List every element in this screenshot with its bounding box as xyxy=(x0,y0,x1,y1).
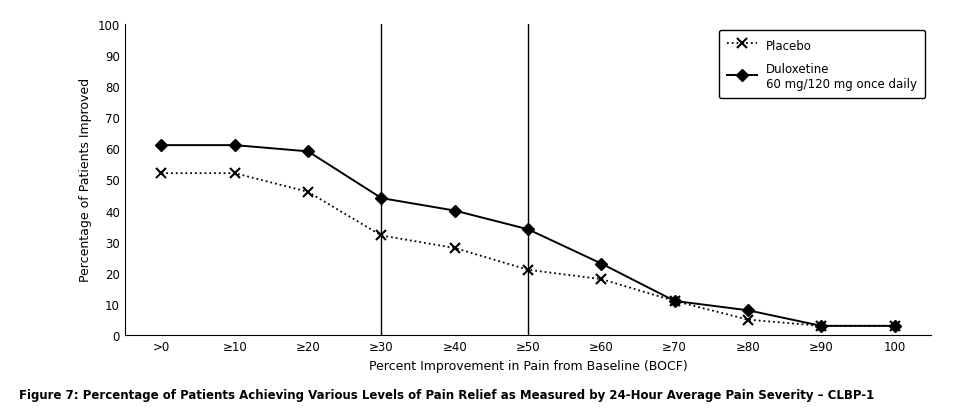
X-axis label: Percent Improvement in Pain from Baseline (BOCF): Percent Improvement in Pain from Baselin… xyxy=(369,359,687,372)
Y-axis label: Percentage of Patients Improved: Percentage of Patients Improved xyxy=(79,78,92,282)
Text: Figure 7: Percentage of Patients Achieving Various Levels of Pain Relief as Meas: Figure 7: Percentage of Patients Achievi… xyxy=(19,388,875,401)
Legend: Placebo, Duloxetine
60 mg/120 mg once daily: Placebo, Duloxetine 60 mg/120 mg once da… xyxy=(719,30,925,99)
